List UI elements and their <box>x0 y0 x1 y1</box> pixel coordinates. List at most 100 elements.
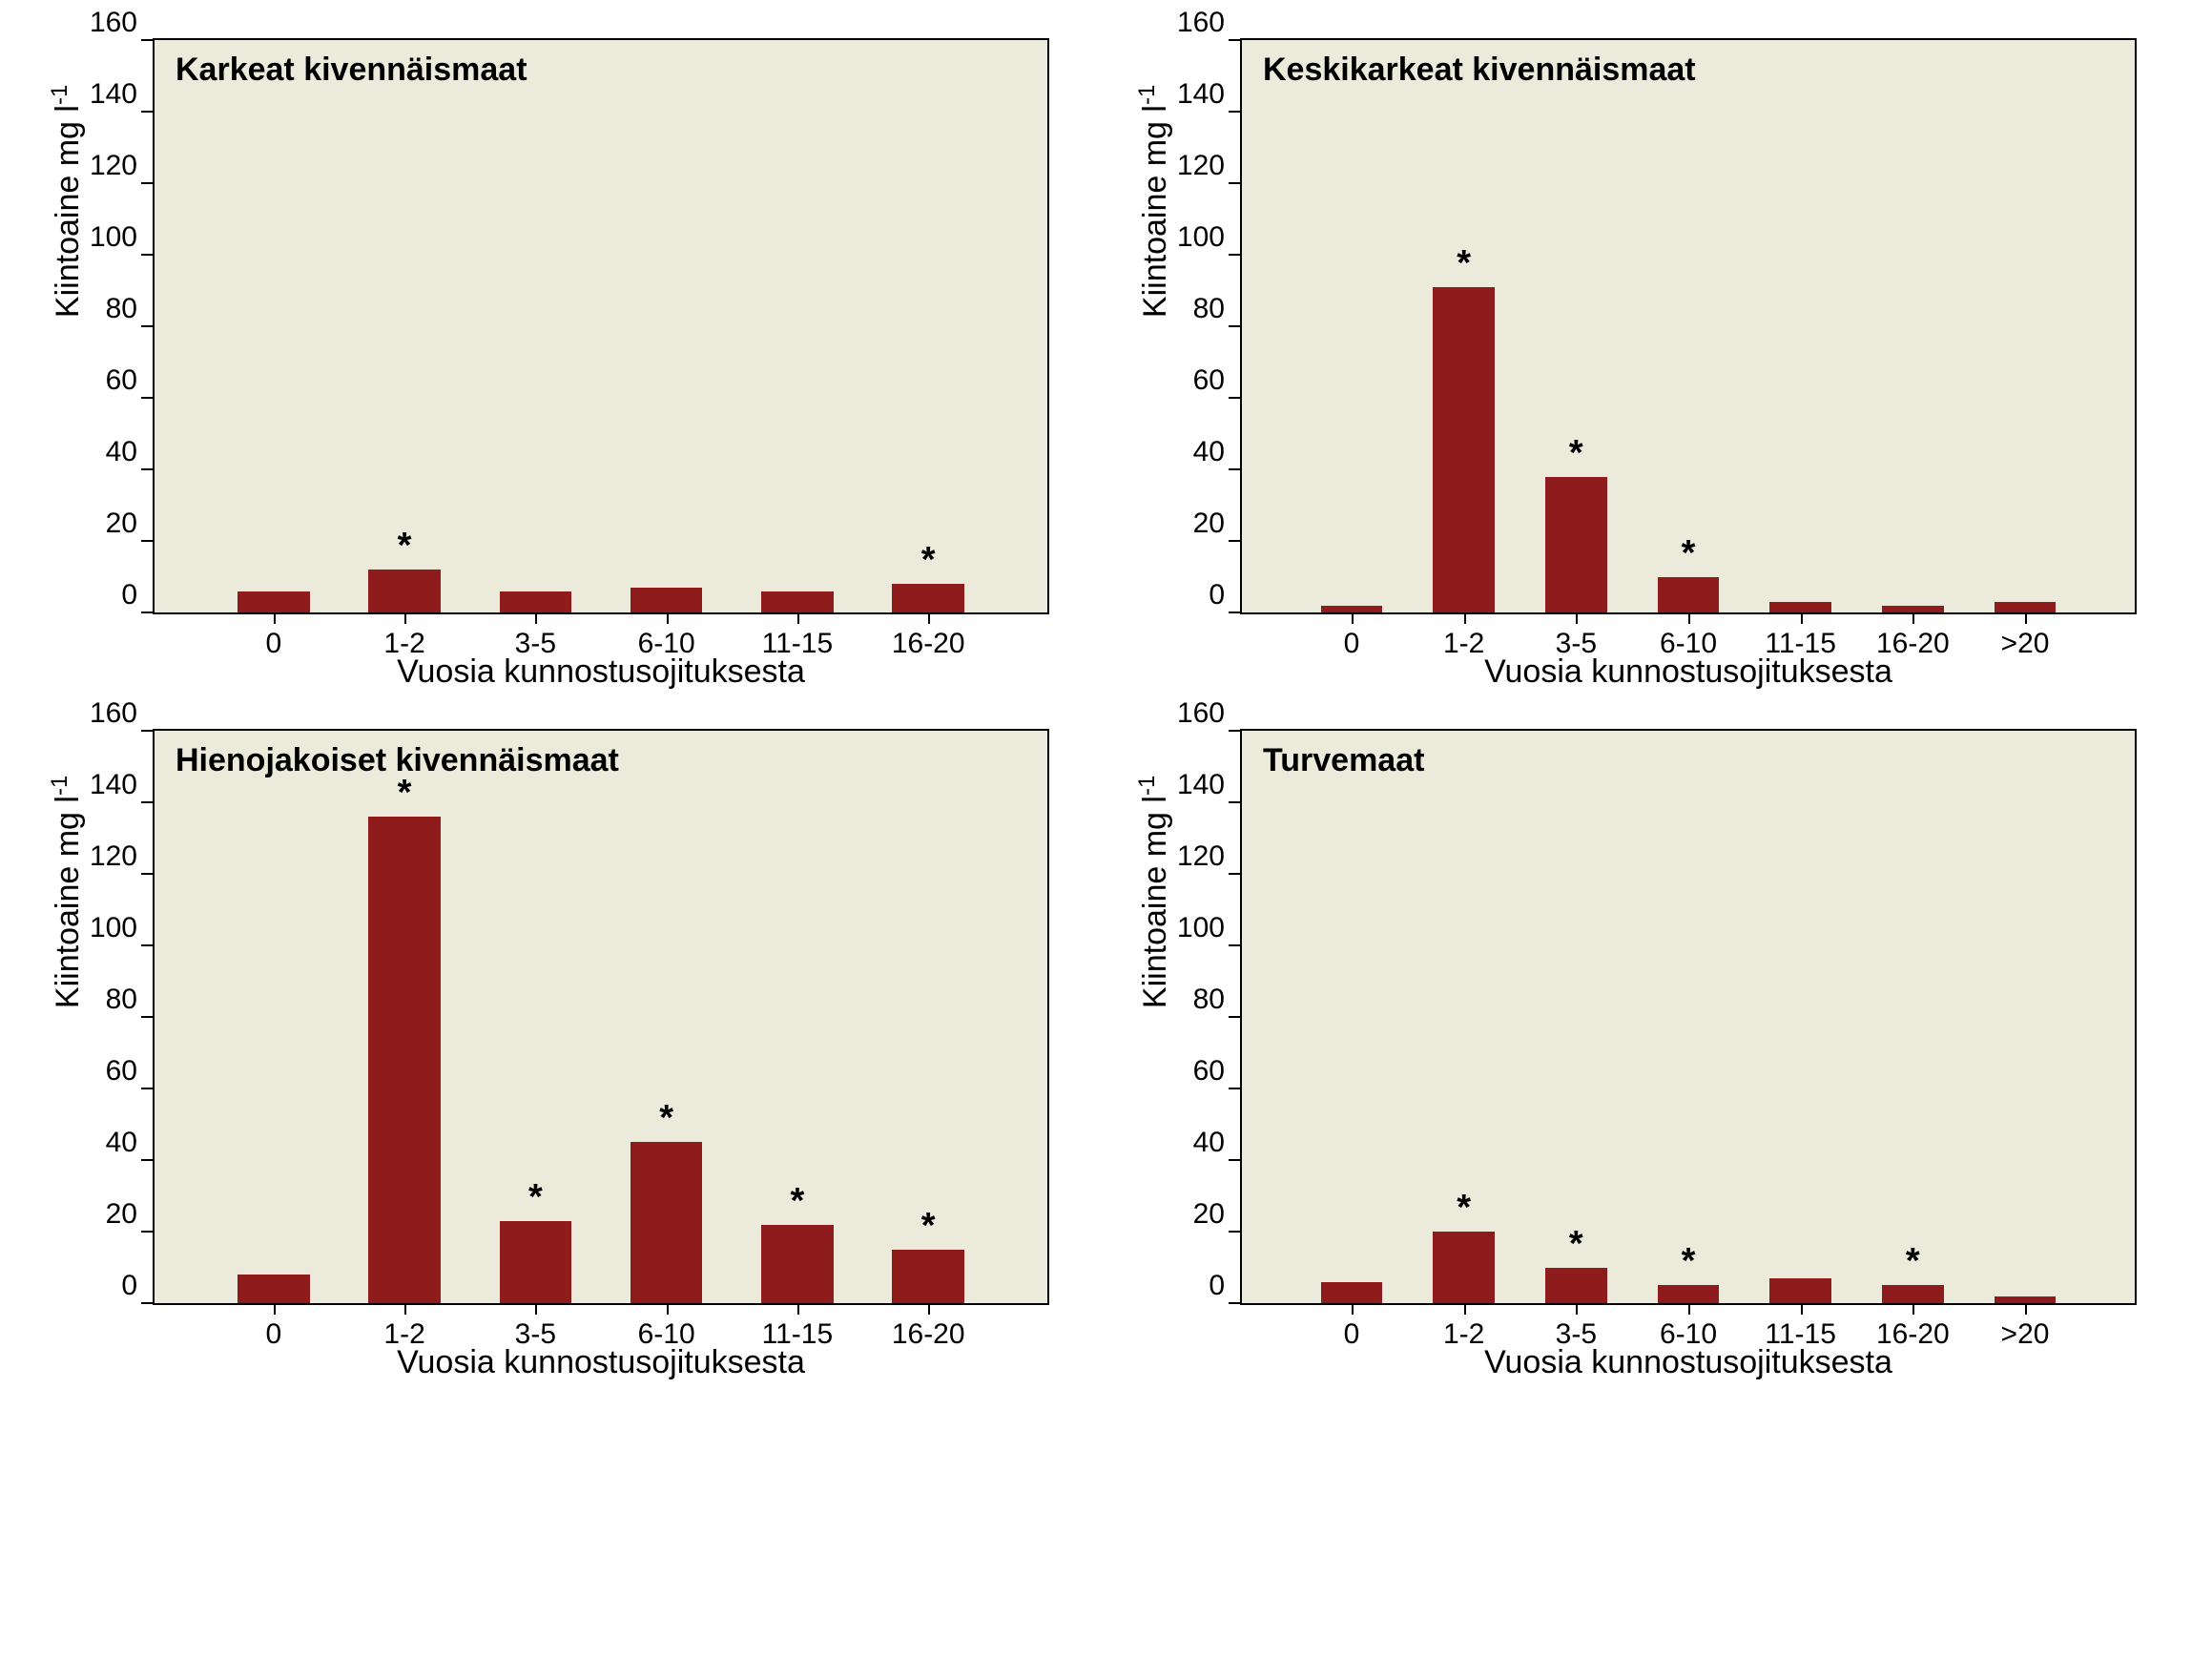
y-tick <box>1229 801 1240 803</box>
y-tick <box>1229 468 1240 470</box>
y-tick <box>1229 325 1240 327</box>
y-tick-label: 40 <box>1193 1127 1225 1159</box>
y-tick <box>141 611 153 613</box>
panel-1: Kiintoaine mg l-1 Keskikarkeat kivennäism… <box>1126 38 2137 672</box>
y-tick-label: 20 <box>106 1198 137 1231</box>
bar <box>1882 1285 1944 1303</box>
bar <box>1658 577 1720 613</box>
y-tick <box>141 1159 153 1161</box>
y-tick <box>141 873 153 875</box>
y-tick <box>1229 1159 1240 1161</box>
panel-title: Keskikarkeat kivennäismaat <box>1263 52 1696 89</box>
y-tick-label: 140 <box>1177 78 1225 111</box>
x-tick <box>1688 612 1690 624</box>
x-tick <box>1576 612 1578 624</box>
x-tick <box>1688 1303 1690 1315</box>
y-tick-label: 160 <box>90 697 137 730</box>
y-tick <box>1229 611 1240 613</box>
panel-2: Kiintoaine mg l-1 Hienojakoiset kivennäis… <box>38 729 1049 1362</box>
x-tick <box>667 1303 669 1315</box>
y-tick-label: 80 <box>106 984 137 1016</box>
bar <box>238 1275 310 1303</box>
significance-star: * <box>398 775 412 811</box>
bar <box>892 584 964 612</box>
panel-title: Hienojakoiset kivennäismaat <box>176 742 619 779</box>
bar <box>1321 1282 1383 1304</box>
x-tick <box>1801 1303 1803 1315</box>
significance-star: * <box>1569 435 1583 471</box>
y-tick-label: 80 <box>1193 293 1225 325</box>
x-tick <box>2025 612 2027 624</box>
y-tick-label: 100 <box>90 912 137 944</box>
bar <box>631 1142 703 1303</box>
x-axis-label: Vuosia kunnostusojituksesta <box>153 653 1049 691</box>
x-tick <box>928 612 930 624</box>
y-tick-label: 40 <box>106 436 137 468</box>
y-tick-label: 160 <box>1177 697 1225 730</box>
y-axis-label: Kiintoaine mg l-1 <box>47 85 87 318</box>
y-tick-label: 60 <box>1193 364 1225 397</box>
y-tick-label: 0 <box>121 1270 137 1302</box>
y-tick-label: 140 <box>1177 769 1225 801</box>
y-tick-label: 80 <box>1193 984 1225 1016</box>
x-tick <box>2025 1303 2027 1315</box>
bar <box>1769 602 1831 612</box>
bar <box>1995 1296 2057 1304</box>
panel-title: Karkeat kivennäismaat <box>176 52 527 89</box>
y-tick <box>141 801 153 803</box>
y-tick <box>141 1088 153 1089</box>
significance-star: * <box>1457 1190 1471 1226</box>
bar <box>1545 1268 1607 1304</box>
y-tick <box>1229 944 1240 946</box>
significance-star: * <box>1457 245 1471 281</box>
y-tick <box>141 182 153 184</box>
y-axis-label: Kiintoaine mg l-1 <box>1134 85 1174 318</box>
y-tick-label: 100 <box>90 221 137 254</box>
x-tick <box>274 612 276 624</box>
bar <box>1769 1278 1831 1303</box>
y-axis-label: Kiintoaine mg l-1 <box>1134 776 1174 1008</box>
y-tick-label: 20 <box>106 508 137 540</box>
y-tick <box>141 39 153 41</box>
y-tick <box>1229 873 1240 875</box>
significance-star: * <box>921 1208 936 1244</box>
significance-star: * <box>1569 1226 1583 1262</box>
bar <box>368 570 441 612</box>
bar <box>892 1250 964 1303</box>
x-tick <box>1801 612 1803 624</box>
panel-3: Kiintoaine mg l-1Turvemaat02040608010012… <box>1126 729 2137 1362</box>
x-axis-label: Vuosia kunnostusojituksesta <box>1240 1344 2137 1381</box>
y-tick <box>1229 1302 1240 1304</box>
bar <box>1433 287 1495 612</box>
y-tick <box>1229 1088 1240 1089</box>
x-tick <box>404 612 406 624</box>
y-tick-label: 60 <box>106 364 137 397</box>
x-tick <box>1912 1303 1914 1315</box>
y-axis-label: Kiintoaine mg l-1 <box>47 776 87 1008</box>
bar <box>1995 602 2057 612</box>
y-tick-label: 20 <box>1193 508 1225 540</box>
y-tick <box>1229 1016 1240 1018</box>
bar <box>1545 477 1607 613</box>
x-tick <box>274 1303 276 1315</box>
significance-star: * <box>1682 535 1696 571</box>
y-tick <box>141 1016 153 1018</box>
panel-0: Kiintoaine mg l-1Karkeat kivennäismaat02… <box>38 38 1049 672</box>
y-tick <box>141 397 153 399</box>
x-tick <box>535 1303 537 1315</box>
x-tick <box>667 612 669 624</box>
x-axis-label: Vuosia kunnostusojituksesta <box>1240 653 2137 691</box>
y-tick <box>1229 254 1240 256</box>
y-tick-label: 80 <box>106 293 137 325</box>
bar <box>1882 606 1944 613</box>
x-tick <box>1464 612 1466 624</box>
significance-star: * <box>659 1100 673 1136</box>
x-tick <box>928 1303 930 1315</box>
x-tick <box>1352 1303 1354 1315</box>
y-tick <box>1229 730 1240 732</box>
y-tick <box>141 730 153 732</box>
bar <box>1321 606 1383 613</box>
y-tick-label: 120 <box>90 840 137 873</box>
bar <box>631 588 703 612</box>
y-tick <box>141 1302 153 1304</box>
